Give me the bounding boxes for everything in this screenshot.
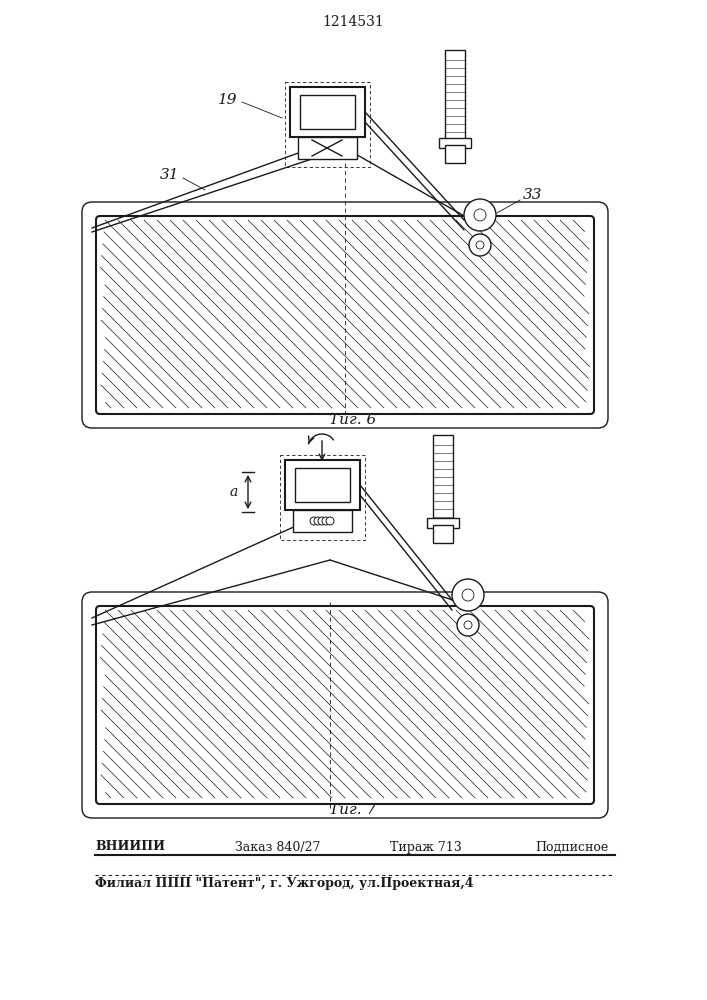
Text: 19: 19	[218, 93, 238, 107]
Text: Τиг. 6: Τиг. 6	[329, 413, 377, 427]
Bar	[298, 137, 357, 159]
Text: Подписное: Подписное	[535, 840, 608, 854]
Text: Тираж 713: Тираж 713	[390, 840, 462, 854]
Circle shape	[469, 234, 491, 256]
Circle shape	[457, 614, 479, 636]
Circle shape	[322, 517, 330, 525]
Text: 1214531: 1214531	[322, 15, 384, 29]
Text: Τиг. 7: Τиг. 7	[329, 803, 377, 817]
Text: Филиал ППП "Патент", г. Ужгород, ул.Проектная,4: Филиал ППП "Патент", г. Ужгород, ул.Прое…	[95, 876, 474, 890]
Circle shape	[464, 621, 472, 629]
Text: ВНИИПИ: ВНИИПИ	[95, 840, 165, 854]
Circle shape	[462, 589, 474, 601]
Text: 33: 33	[523, 188, 543, 202]
FancyBboxPatch shape	[96, 216, 594, 414]
Bar	[445, 50, 465, 140]
Circle shape	[464, 199, 496, 231]
Bar	[285, 460, 360, 510]
Bar	[445, 145, 465, 163]
Bar	[427, 518, 459, 528]
Circle shape	[314, 517, 322, 525]
Circle shape	[474, 209, 486, 221]
Circle shape	[318, 517, 326, 525]
Circle shape	[476, 241, 484, 249]
Bar	[290, 87, 365, 137]
Circle shape	[452, 579, 484, 611]
Circle shape	[326, 517, 334, 525]
Bar	[433, 525, 453, 543]
FancyBboxPatch shape	[96, 606, 594, 804]
Text: Заказ 840/27: Заказ 840/27	[235, 840, 320, 854]
Bar	[433, 435, 453, 520]
Circle shape	[310, 517, 318, 525]
Bar	[439, 138, 471, 148]
Bar	[295, 468, 350, 502]
Text: 31: 31	[160, 168, 180, 182]
Bar	[300, 95, 355, 129]
Text: a: a	[230, 485, 238, 499]
Bar	[293, 510, 352, 532]
